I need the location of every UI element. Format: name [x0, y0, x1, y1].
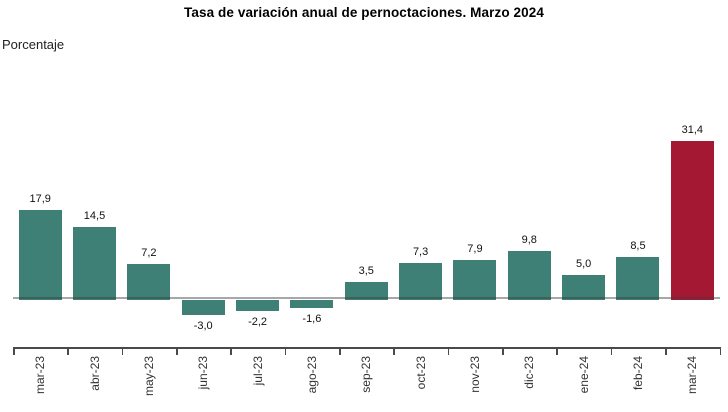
x-axis-label-jul-23: jul-23 [250, 356, 265, 386]
x-axis-tick [393, 348, 395, 355]
bar-may-23 [127, 263, 171, 300]
bar-dic-23 [507, 250, 551, 300]
bar-value-label: 14,5 [83, 209, 106, 222]
bar-value-label: 7,3 [412, 246, 429, 259]
x-axis-tick [610, 348, 613, 355]
bar-value-label: 3,5 [358, 265, 374, 278]
x-axis-tick [502, 348, 504, 355]
x-axis-label-mar-23: mar-23 [33, 356, 48, 395]
bar-value-label: 5,0 [575, 257, 592, 270]
bar-value-label: -2,2 [248, 316, 268, 329]
x-axis-label-ago-23: ago-23 [304, 356, 319, 394]
x-axis-tick [176, 348, 178, 355]
zero-baseline [13, 297, 720, 299]
bar-value-label: 7,2 [141, 246, 157, 259]
bar-ene-24 [562, 274, 606, 300]
bar-value-label: 31,4 [681, 124, 704, 137]
x-axis-label-feb-24: feb-24 [630, 356, 645, 391]
bar-nov-23 [453, 260, 497, 300]
x-axis-tick [13, 348, 15, 355]
x-axis-label-abr-23: abr-23 [87, 356, 102, 391]
chart-title: Tasa de variación anual de pernoctacione… [184, 5, 544, 20]
x-axis-label-may-23: may-23 [141, 356, 156, 397]
bar-value-label: 9,8 [521, 233, 537, 246]
x-axis-tick [719, 348, 721, 355]
bar-value-label: -3,0 [193, 320, 213, 333]
x-axis-label-jun-23: jun-23 [196, 356, 211, 390]
x-axis-label-dic-23: dic-23 [522, 356, 537, 389]
bar-abr-23 [73, 226, 117, 300]
bar-value-label: -1,6 [302, 313, 322, 326]
x-axis-tick [339, 348, 341, 355]
x-axis-label-oct-23: oct-23 [413, 356, 428, 390]
x-axis-label-nov-23: nov-23 [467, 356, 482, 393]
x-axis-tick [556, 348, 558, 355]
bar-ago-23 [290, 300, 334, 309]
x-axis-line [13, 347, 721, 349]
x-axis-tick [67, 348, 69, 355]
bar-jul-23 [236, 300, 280, 312]
x-axis-tick [447, 348, 450, 355]
y-axis-unit-label: Porcentaje [2, 37, 65, 52]
bar-feb-24 [616, 257, 660, 300]
x-axis-tick [284, 348, 287, 355]
x-axis-tick [665, 348, 667, 355]
bar-mar-24 [670, 141, 714, 300]
x-axis-label-sep-23: sep-23 [359, 356, 374, 393]
x-axis-tick [230, 348, 232, 355]
x-axis-label-ene-24: ene-24 [576, 356, 591, 394]
x-axis-tick [121, 348, 124, 355]
bar-value-label: 7,9 [467, 243, 483, 256]
bar-oct-23 [399, 263, 443, 300]
x-axis-label-mar-24: mar-24 [685, 356, 700, 395]
bar-sep-23 [344, 282, 388, 300]
bar-mar-23 [18, 209, 62, 300]
bar-value-label: 8,5 [630, 240, 646, 253]
bar-value-label: 17,9 [29, 192, 51, 205]
bar-jun-23 [181, 300, 225, 316]
